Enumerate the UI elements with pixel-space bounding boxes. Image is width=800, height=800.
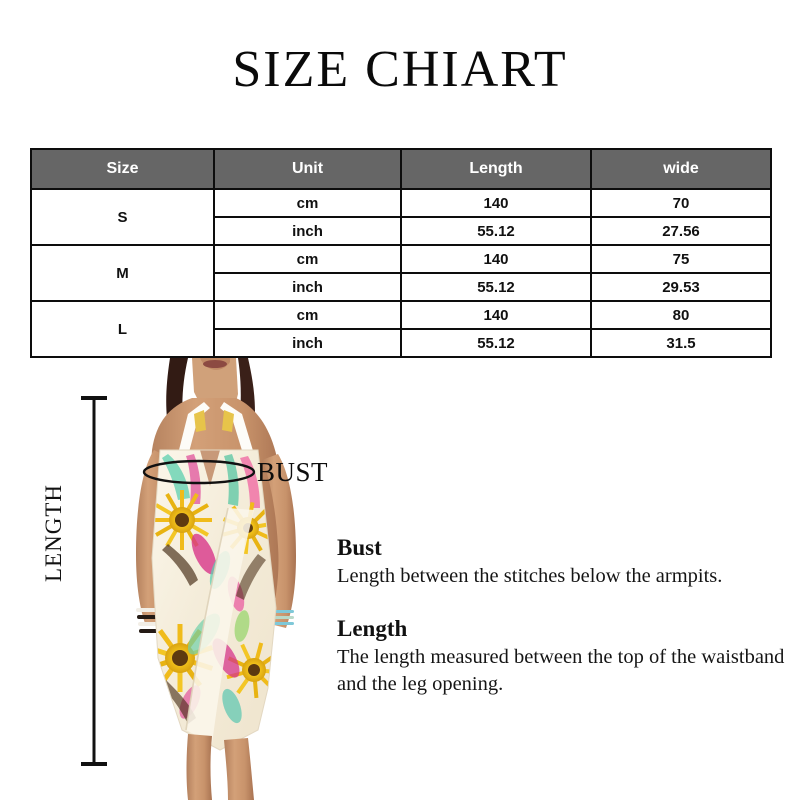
cell-length: 140 [400, 188, 592, 218]
measurement-descriptions: Bust Length between the stitches below t… [337, 534, 785, 697]
column-header-size: Size [30, 148, 215, 190]
cell-size-l: L [30, 300, 215, 358]
description-length-body: The length measured between the top of t… [337, 646, 785, 695]
sunflower-1 [152, 490, 212, 550]
cell-length: 55.12 [400, 216, 592, 246]
column-header-length: Length [400, 148, 592, 190]
cell-length: 140 [400, 300, 592, 330]
table-row: M cm 140 75 [30, 244, 772, 302]
cell-unit: cm [213, 300, 402, 330]
cell-wide: 75 [590, 244, 772, 274]
table-header-row: Size Unit Length wide [30, 148, 772, 190]
description-bust: Bust Length between the stitches below t… [337, 534, 785, 589]
cell-size-s: S [30, 188, 215, 246]
table-header: Size Unit Length wide [30, 148, 772, 190]
table-body: S cm 140 70 inch 55.12 27.56 M cm 140 75… [30, 188, 772, 358]
length-measurement-line [78, 392, 110, 770]
cell-unit: cm [213, 188, 402, 218]
model-photo [108, 358, 330, 800]
cell-wide: 31.5 [590, 328, 772, 358]
cell-wide: 27.56 [590, 216, 772, 246]
description-length-heading: Length [337, 616, 408, 642]
cell-wide: 29.53 [590, 272, 772, 302]
strap-right [220, 402, 254, 457]
length-line-icon [81, 396, 107, 766]
cell-unit: inch [213, 328, 402, 358]
description-bust-heading: Bust [337, 535, 382, 560]
cell-unit: cm [213, 244, 402, 274]
column-header-wide: wide [590, 148, 772, 190]
table-row: inch 55.12 27.56 [31, 216, 772, 246]
page-title: SIZE CHIART [232, 41, 568, 98]
left-leg [186, 734, 212, 800]
strap-accent-left [194, 410, 206, 432]
strap-left [178, 402, 210, 456]
cell-length: 140 [400, 244, 592, 274]
cell-size-m: M [30, 244, 215, 302]
lips [203, 360, 227, 368]
cell-wide: 70 [590, 188, 772, 218]
size-chart-table: Size Unit Length wide S cm 140 70 inch 5… [30, 148, 772, 358]
right-leg [224, 738, 254, 800]
strap-accent-right [222, 410, 234, 432]
model-illustration [136, 358, 296, 800]
description-bust-body: Length between the stitches below the ar… [337, 564, 723, 587]
cell-length: 55.12 [400, 328, 592, 358]
description-length: Length The length measured between the t… [337, 615, 785, 697]
table-row: inch 55.12 29.53 [31, 272, 772, 302]
cell-length: 55.12 [400, 272, 592, 302]
table-row: inch 55.12 31.5 [31, 328, 772, 358]
table-row: L cm 140 80 [30, 300, 772, 358]
cell-unit: inch [213, 272, 402, 302]
dress-print [152, 450, 276, 744]
cell-unit: inch [213, 216, 402, 246]
right-arm [262, 454, 296, 628]
cell-wide: 80 [590, 300, 772, 330]
column-header-unit: Unit [213, 148, 402, 190]
bust-callout-label: BUST [257, 457, 329, 487]
table-row: S cm 140 70 [30, 188, 772, 246]
length-callout-label: LENGTH [41, 484, 66, 582]
